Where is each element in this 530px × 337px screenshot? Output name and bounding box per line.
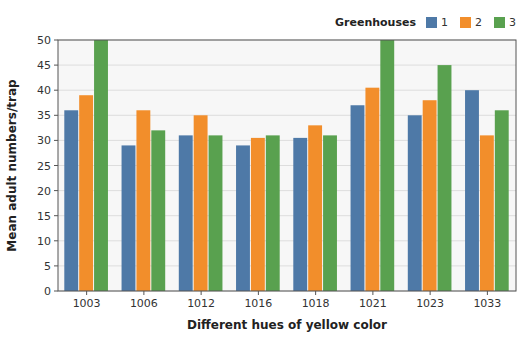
y-tick-label: 50 — [37, 34, 51, 47]
x-tick-label: 1023 — [416, 297, 444, 310]
bar — [64, 110, 78, 291]
bar — [251, 138, 265, 291]
legend-title: Greenhouses — [335, 16, 416, 29]
x-tick — [315, 291, 316, 295]
x-tick-label: 1016 — [244, 297, 272, 310]
y-tick — [54, 65, 58, 66]
bar — [179, 135, 193, 291]
x-tick-label: 1003 — [73, 297, 101, 310]
bar — [308, 125, 322, 291]
bar — [480, 135, 494, 291]
bar — [365, 88, 379, 291]
plot-frame — [58, 40, 516, 291]
y-tick — [54, 115, 58, 116]
bar — [151, 130, 165, 291]
y-tick-label: 20 — [37, 185, 51, 198]
bar — [136, 110, 150, 291]
x-tick — [430, 291, 431, 295]
y-axis-label: Mean adult numbers/trap — [5, 79, 19, 252]
x-tick-label: 1012 — [187, 297, 215, 310]
y-tick-label: 25 — [37, 160, 51, 173]
x-tick-label: 1018 — [302, 297, 330, 310]
legend: Greenhouses 1 2 3 — [335, 16, 516, 29]
x-tick — [86, 291, 87, 295]
y-tick-label: 45 — [37, 59, 51, 72]
x-axis-label: Different hues of yellow color — [187, 318, 387, 332]
x-tick — [201, 291, 202, 295]
legend-swatch — [460, 17, 471, 28]
bar — [122, 145, 136, 291]
bar — [293, 138, 307, 291]
y-tick — [54, 265, 58, 266]
y-tick-label: 35 — [37, 109, 51, 122]
x-tick — [258, 291, 259, 295]
bar — [209, 135, 223, 291]
bar — [380, 40, 394, 291]
bar — [323, 135, 337, 291]
y-tick — [54, 165, 58, 166]
x-tick-label: 1006 — [130, 297, 158, 310]
grid — [58, 40, 516, 291]
y-tick-label: 15 — [37, 210, 51, 223]
bar — [408, 115, 422, 291]
y-tick — [54, 140, 58, 141]
bar — [79, 95, 93, 291]
legend-label: 3 — [509, 16, 516, 29]
bar — [351, 105, 365, 291]
y-tick — [54, 215, 58, 216]
bar — [438, 65, 452, 291]
bar — [94, 40, 108, 291]
legend-label: 2 — [475, 16, 482, 29]
y-tick — [54, 291, 58, 292]
bar — [236, 145, 250, 291]
chart: 0 5 10 15 20 25 30 35 40 45 50 1003 1006 1012 1016 1018… — [0, 0, 530, 337]
legend-swatch — [494, 17, 505, 28]
y-tick-label: 10 — [37, 235, 51, 248]
y-tick — [54, 240, 58, 241]
x-tick — [372, 291, 373, 295]
bar — [465, 90, 479, 291]
y-axis: 0 5 10 15 20 25 30 35 40 45 50 — [37, 34, 58, 298]
bar — [194, 115, 208, 291]
plot-background — [58, 40, 516, 291]
bars — [64, 40, 508, 291]
y-tick — [54, 190, 58, 191]
y-tick-label: 0 — [44, 285, 51, 298]
bar — [495, 110, 509, 291]
x-tick — [487, 291, 488, 295]
y-tick-label: 40 — [37, 84, 51, 97]
y-tick-label: 5 — [44, 260, 51, 273]
y-tick-label: 30 — [37, 134, 51, 147]
y-tick — [54, 40, 58, 41]
y-tick — [54, 90, 58, 91]
legend-swatch — [426, 17, 437, 28]
x-tick-label: 1033 — [473, 297, 501, 310]
x-tick — [143, 291, 144, 295]
bar — [423, 100, 437, 291]
x-axis: 1003 1006 1012 1016 1018 1021 1023 1033 — [73, 291, 502, 310]
bar — [266, 135, 280, 291]
legend-label: 1 — [441, 16, 448, 29]
x-tick-label: 1021 — [359, 297, 387, 310]
